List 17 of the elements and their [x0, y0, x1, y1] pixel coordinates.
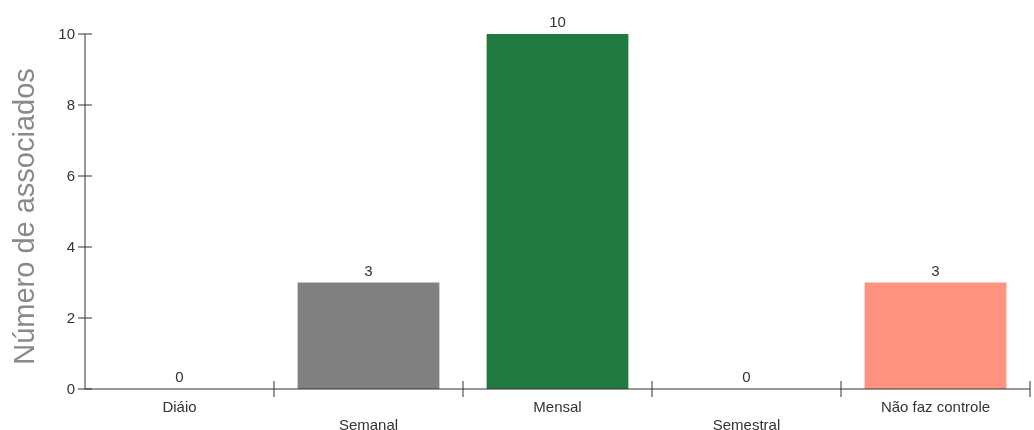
y-tick-label: 2 — [66, 309, 75, 327]
y-tick-label: 0 — [66, 380, 75, 398]
y-tick-label: 10 — [58, 25, 75, 43]
data-label: 0 — [742, 368, 751, 385]
x-tick-label: Semanal — [338, 416, 399, 430]
data-label: 0 — [175, 368, 184, 385]
y-tick-label: 8 — [66, 96, 75, 114]
x-tick-label: Não faz controle — [880, 398, 991, 415]
data-label: 3 — [364, 261, 373, 279]
data-label: 10 — [549, 13, 566, 30]
x-tick-label: Mensal — [533, 398, 582, 415]
y-axis-title: Número de associados — [8, 68, 40, 365]
y-tick-label: 6 — [66, 167, 75, 185]
data-label: 3 — [931, 261, 940, 279]
x-tick-label: Semestral — [712, 416, 781, 430]
y-tick-label: 4 — [66, 238, 75, 256]
x-tick-label: Diáio — [162, 398, 197, 415]
